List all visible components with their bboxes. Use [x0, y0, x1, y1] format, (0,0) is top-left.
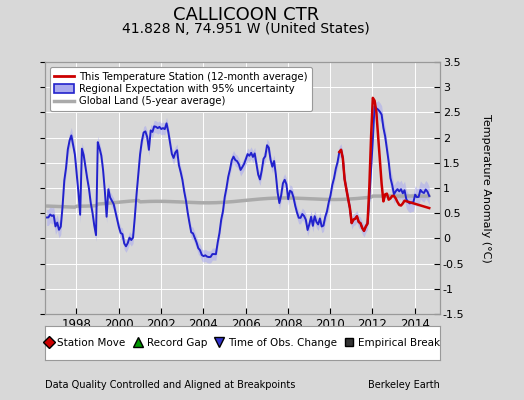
- Text: Berkeley Earth: Berkeley Earth: [368, 380, 440, 390]
- Text: CALLICOON CTR: CALLICOON CTR: [173, 6, 320, 24]
- Legend: Station Move, Record Gap, Time of Obs. Change, Empirical Break: Station Move, Record Gap, Time of Obs. C…: [42, 335, 443, 351]
- Y-axis label: Temperature Anomaly (°C): Temperature Anomaly (°C): [481, 114, 491, 262]
- Text: Data Quality Controlled and Aligned at Breakpoints: Data Quality Controlled and Aligned at B…: [45, 380, 295, 390]
- Legend: This Temperature Station (12-month average), Regional Expectation with 95% uncer: This Temperature Station (12-month avera…: [50, 67, 312, 111]
- Text: 41.828 N, 74.951 W (United States): 41.828 N, 74.951 W (United States): [123, 22, 370, 36]
